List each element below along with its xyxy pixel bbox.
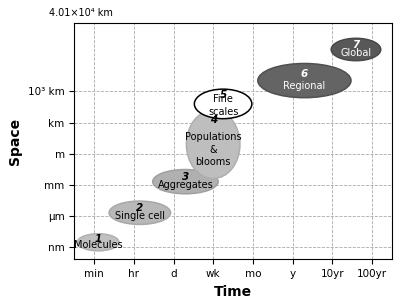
Ellipse shape xyxy=(153,169,218,194)
Text: 7: 7 xyxy=(352,40,360,50)
Text: Populations
&
blooms: Populations & blooms xyxy=(185,132,242,167)
Text: 5: 5 xyxy=(220,90,227,100)
Text: Global: Global xyxy=(340,48,372,58)
Text: Molecules: Molecules xyxy=(74,240,122,250)
Ellipse shape xyxy=(109,201,170,224)
Text: 2: 2 xyxy=(136,203,144,213)
Text: Single cell: Single cell xyxy=(115,211,165,221)
Text: 6: 6 xyxy=(301,69,308,79)
Ellipse shape xyxy=(331,38,381,61)
Text: Regional: Regional xyxy=(283,81,326,91)
Text: Fine
scales: Fine scales xyxy=(208,94,238,117)
Text: Aggregates: Aggregates xyxy=(158,180,213,190)
Text: 4.01×10⁴ km: 4.01×10⁴ km xyxy=(49,8,113,18)
X-axis label: Time: Time xyxy=(214,285,252,299)
Text: 3: 3 xyxy=(182,172,189,182)
Ellipse shape xyxy=(258,64,351,98)
Ellipse shape xyxy=(186,110,240,179)
Ellipse shape xyxy=(77,234,119,251)
Ellipse shape xyxy=(194,89,252,119)
Text: 1: 1 xyxy=(94,234,102,244)
Y-axis label: Space: Space xyxy=(8,118,22,165)
Text: 4: 4 xyxy=(210,115,217,125)
